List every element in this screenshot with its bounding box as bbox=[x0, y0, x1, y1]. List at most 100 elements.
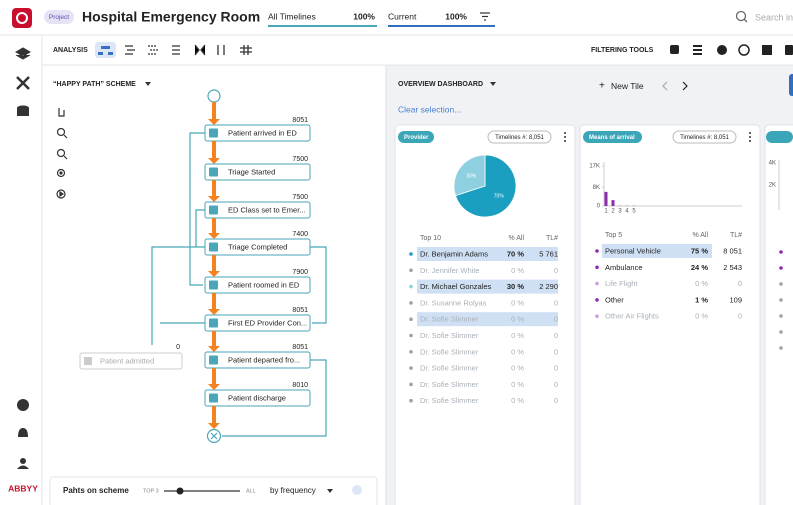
row-pct: 0 % bbox=[511, 266, 524, 275]
menu-dot[interactable] bbox=[749, 140, 751, 142]
row-name[interactable]: Dr. Sofie Slimmer bbox=[420, 396, 479, 405]
node-icon bbox=[209, 318, 218, 328]
row-name[interactable]: Dr. Susanne Rolyas bbox=[420, 298, 487, 307]
pie-slice[interactable] bbox=[455, 154, 517, 218]
row-bullet bbox=[409, 301, 413, 305]
search-input[interactable]: Search in bbox=[755, 12, 793, 22]
y-tick-label: 0 bbox=[597, 204, 601, 210]
node-label: Triage Started bbox=[228, 167, 275, 176]
row-name[interactable]: Dr. Sofie Slimmer bbox=[420, 347, 479, 356]
menu-dot[interactable] bbox=[564, 136, 566, 138]
node-label: Patient discharge bbox=[228, 393, 286, 402]
row-tl: 0 bbox=[554, 364, 558, 373]
scheme-node[interactable] bbox=[204, 124, 311, 142]
sort-select[interactable]: by frequency bbox=[270, 486, 316, 495]
row-name[interactable]: Dr. Sofie Slimmer bbox=[420, 364, 479, 373]
search-icon[interactable] bbox=[735, 10, 747, 22]
timeline-label[interactable]: Current bbox=[388, 11, 417, 21]
menu-dot[interactable] bbox=[564, 132, 566, 134]
slider-knob[interactable] bbox=[176, 487, 184, 495]
help-icon[interactable] bbox=[17, 399, 29, 411]
row-name[interactable]: Ambulance bbox=[605, 263, 643, 272]
row-name[interactable]: Personal Vehicle bbox=[605, 246, 661, 255]
row-bullet bbox=[409, 268, 413, 273]
node-label: Patient departed fro... bbox=[228, 355, 300, 364]
next[interactable] bbox=[682, 81, 688, 91]
scheme-node[interactable] bbox=[204, 389, 311, 407]
row-name[interactable]: Dr. Michael Gonzales bbox=[420, 282, 492, 291]
row-bullet bbox=[595, 281, 599, 286]
list-title: Top 10 bbox=[420, 235, 441, 242]
tool-active[interactable] bbox=[95, 42, 116, 58]
scheme-node[interactable] bbox=[204, 351, 311, 369]
caret[interactable] bbox=[490, 82, 496, 86]
row-name[interactable]: Dr. Sofie Slimmer bbox=[420, 315, 479, 324]
row-name[interactable]: Dr. Benjamin Adams bbox=[420, 249, 488, 258]
tile-count: Timelines #: 8,051 bbox=[680, 135, 729, 141]
row-name[interactable]: Dr. Jennifer White bbox=[420, 266, 480, 275]
row-bullet bbox=[409, 398, 413, 403]
node-count: 7500 bbox=[292, 156, 308, 163]
info-button[interactable] bbox=[352, 485, 362, 495]
row-name[interactable]: Life Flight bbox=[605, 279, 638, 288]
row-name[interactable]: Dr. Sofie Slimmer bbox=[420, 380, 479, 389]
user-icon bbox=[17, 465, 29, 469]
row-bullet bbox=[779, 330, 783, 334]
flow-arrowhead bbox=[208, 346, 220, 352]
tools-icon[interactable] bbox=[16, 76, 30, 90]
user-icon[interactable] bbox=[20, 458, 26, 464]
bell-icon[interactable] bbox=[18, 428, 28, 437]
row-bullet bbox=[595, 249, 599, 253]
menu-dot[interactable] bbox=[749, 136, 751, 138]
bar[interactable] bbox=[611, 200, 615, 206]
scheme-node[interactable] bbox=[204, 163, 311, 181]
row-bullet bbox=[409, 333, 413, 338]
slider-min: TOP 3 bbox=[143, 488, 159, 494]
prev[interactable] bbox=[662, 81, 668, 91]
toolbar-label: ANALYSIS bbox=[53, 47, 88, 54]
new-tile[interactable]: New Tile bbox=[611, 81, 644, 91]
filter-icon[interactable] bbox=[480, 12, 490, 21]
menu-dot[interactable] bbox=[749, 132, 751, 134]
row-name[interactable]: Other bbox=[605, 295, 624, 304]
dashboard-title[interactable]: OVERVIEW DASHBOARD bbox=[398, 81, 483, 88]
scheme-node[interactable] bbox=[204, 276, 311, 294]
row-bullet bbox=[779, 250, 783, 254]
scheme-tools[interactable] bbox=[56, 108, 68, 199]
caret[interactable] bbox=[145, 82, 151, 86]
side-node[interactable] bbox=[79, 352, 183, 370]
row-name[interactable]: Dr. Sofie Slimmer bbox=[420, 331, 479, 340]
clear-selection[interactable]: Clear selection... bbox=[398, 104, 461, 114]
row-pct: 0 % bbox=[511, 396, 524, 405]
node-count: 8051 bbox=[292, 307, 308, 314]
scheme-node[interactable] bbox=[204, 238, 311, 256]
filter-tools[interactable] bbox=[670, 44, 793, 56]
row-bullet bbox=[779, 266, 783, 270]
bar[interactable] bbox=[604, 191, 608, 206]
flow-arrowhead bbox=[208, 423, 220, 429]
side-node-label: Patient admitted bbox=[100, 356, 154, 365]
scheme-node[interactable] bbox=[204, 201, 311, 219]
scheme-node[interactable] bbox=[204, 314, 311, 332]
row-name[interactable]: Other Air Flights bbox=[605, 312, 659, 321]
app-logo[interactable] bbox=[12, 8, 32, 28]
row-pct: 0 % bbox=[511, 380, 524, 389]
node-icon bbox=[209, 393, 218, 403]
layers-icon[interactable] bbox=[14, 47, 32, 60]
start-node[interactable] bbox=[207, 89, 221, 103]
caret[interactable] bbox=[327, 489, 333, 493]
row-tl: 8 051 bbox=[723, 246, 742, 255]
scheme-title[interactable]: “HAPPY PATH” SCHEME bbox=[53, 81, 136, 88]
menu-dot[interactable] bbox=[564, 140, 566, 142]
timeline-value: 100% bbox=[353, 11, 375, 21]
list-col: % All bbox=[508, 235, 524, 242]
pie-slice[interactable] bbox=[453, 154, 486, 197]
node-count: 7500 bbox=[292, 194, 308, 201]
sidebar-icons bbox=[14, 47, 32, 469]
tile bbox=[764, 124, 793, 505]
row-pct: 75 % bbox=[691, 246, 708, 255]
node-icon bbox=[209, 355, 218, 365]
button-partial[interactable] bbox=[789, 74, 793, 96]
badge-text: Project bbox=[49, 14, 69, 21]
timeline-label[interactable]: All Timelines bbox=[268, 11, 316, 21]
